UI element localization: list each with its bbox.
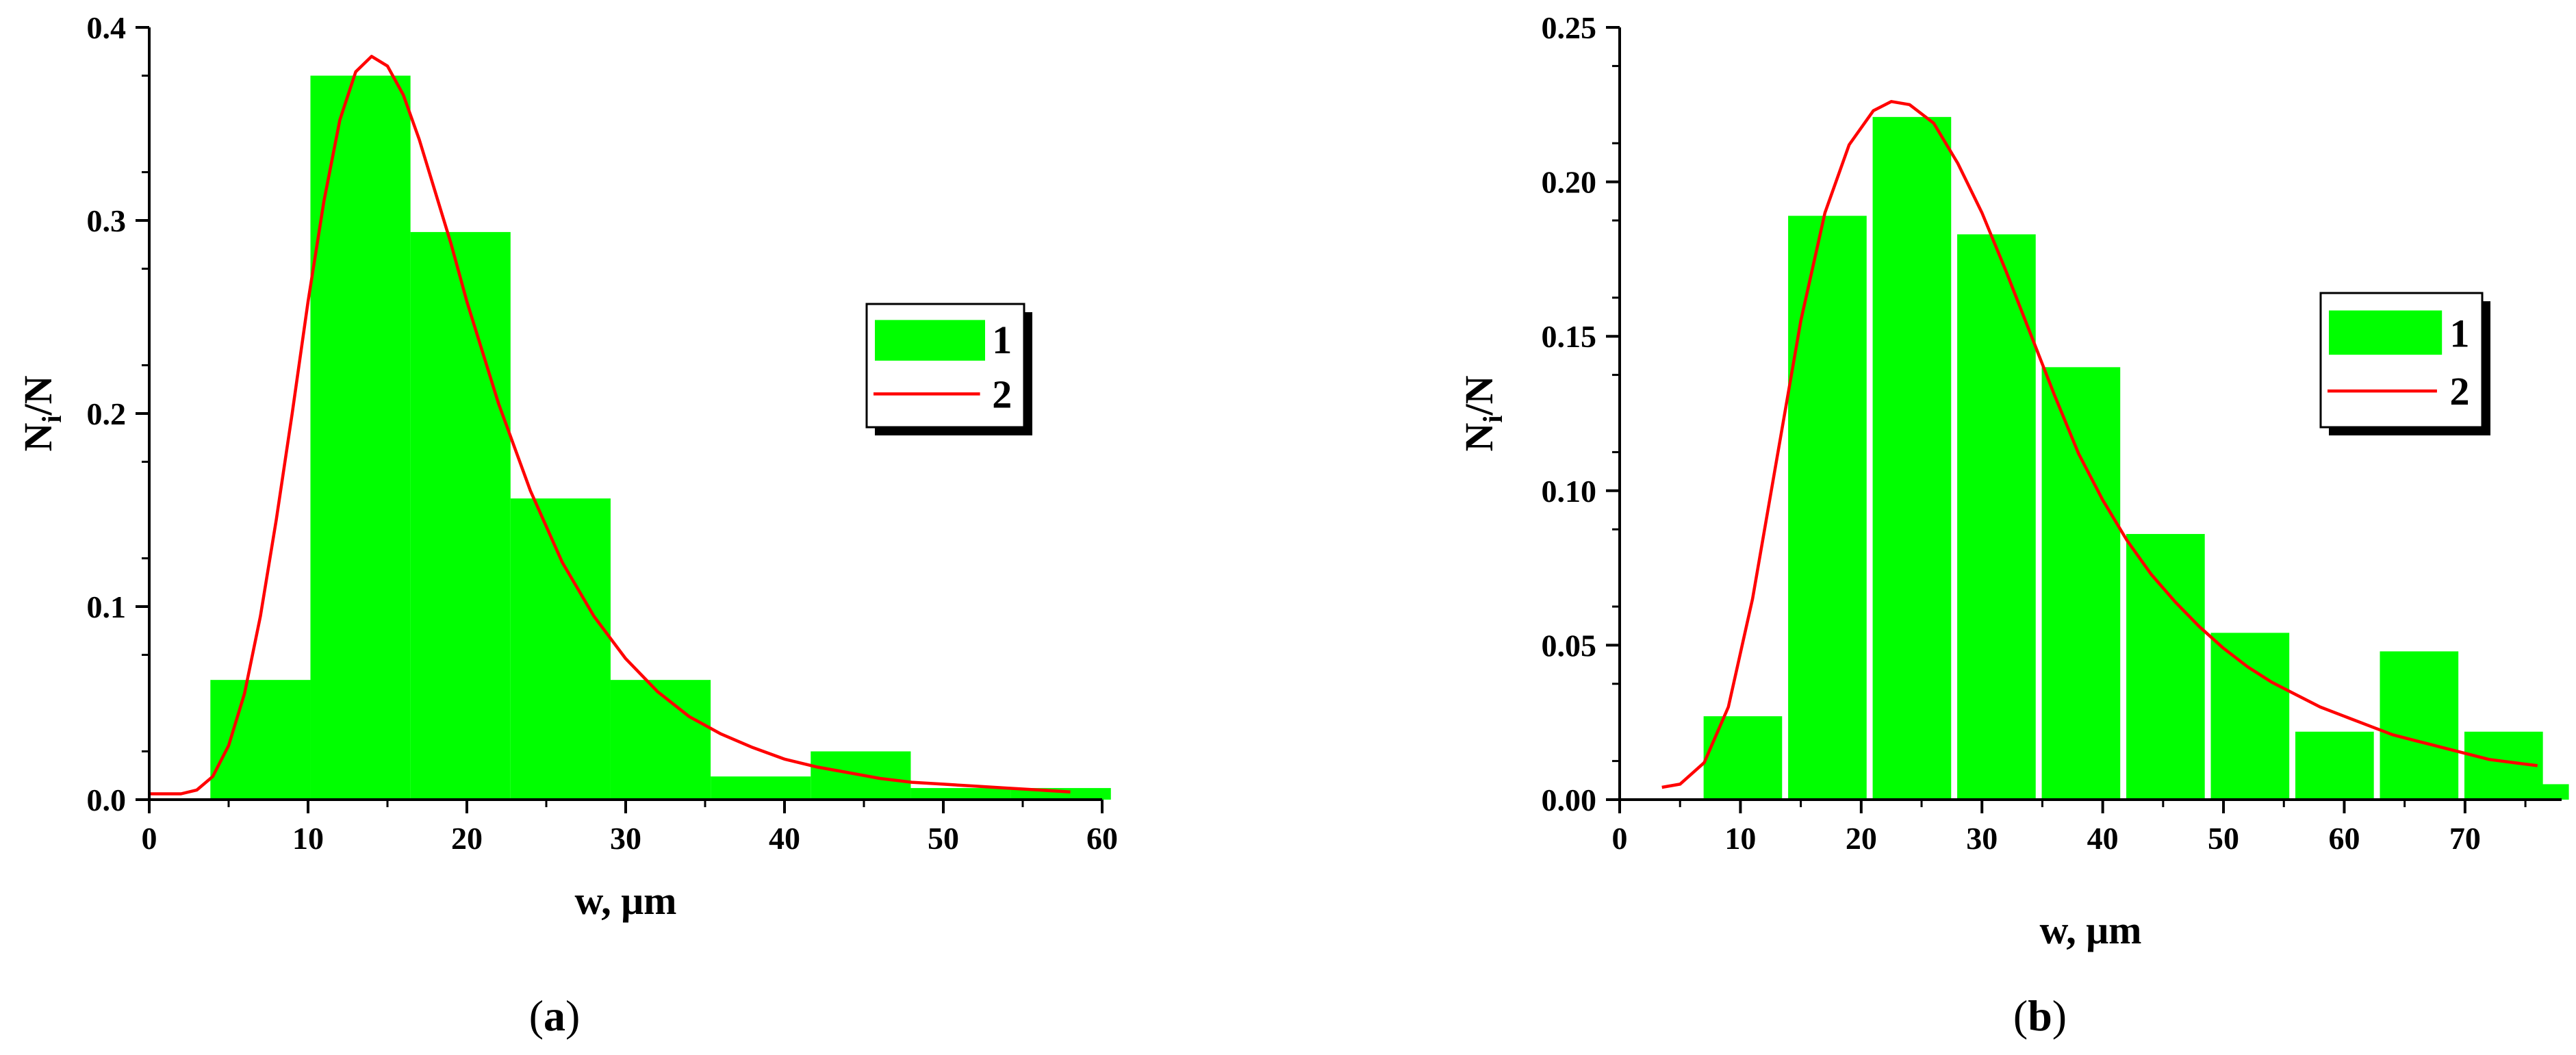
- histogram-bar: [1957, 234, 2036, 800]
- fit-curve-line: [1661, 100, 2538, 789]
- histogram-bar: [2295, 731, 2374, 800]
- y-tick-label: 0.15: [1542, 319, 1597, 354]
- y-axis-title-subscript: i: [1477, 415, 1508, 422]
- histogram-bar: [410, 231, 511, 800]
- panel-a-chart: 0 10 20 30 40 50 60 0.0 0.1 0.2 0.3 0.4 w, μm Ni/N 1 2 (…: [16, 10, 1118, 1040]
- y-tick-label: 0.05: [1542, 628, 1597, 663]
- x-tick-label: 20: [1846, 821, 1877, 856]
- legend-swatch-bar: [875, 320, 985, 361]
- legend-swatch-bar: [2329, 310, 2443, 355]
- x-axis-title: w, μm: [2040, 908, 2142, 952]
- panel-label-open: (: [529, 991, 544, 1040]
- x-tick-label: 50: [928, 821, 959, 856]
- y-axis-title-main: N: [16, 423, 60, 452]
- histogram-bar: [1703, 716, 1783, 800]
- x-tick-label: 60: [2328, 821, 2360, 856]
- x-axis-title: w, μm: [575, 878, 677, 923]
- histogram-bar: [1872, 116, 1952, 800]
- histogram-bar: [2210, 633, 2290, 800]
- histogram-bar: [510, 498, 611, 800]
- panel-b-chart: 0 10 20 30 40 50 60 70 0.00 0.05 0.10 0.15 0.20 0.25 w…: [1457, 10, 2569, 1040]
- panel-label-letter: a: [544, 991, 565, 1040]
- fit-curve-line: [149, 55, 1071, 796]
- histogram-bar: [2380, 651, 2459, 800]
- y-tick-label: 0.1: [87, 589, 127, 624]
- panel-label: (a): [529, 991, 581, 1040]
- histogram-bar: [1788, 216, 1867, 800]
- histogram-bar: [610, 680, 711, 800]
- histogram-bar: [711, 776, 811, 800]
- y-tick-label: 0.00: [1542, 783, 1597, 817]
- panel-label: (b): [2013, 991, 2067, 1040]
- x-tick-label: 30: [1966, 821, 1998, 856]
- legend-label-series-2: 2: [2449, 369, 2469, 414]
- histogram-bar: [910, 788, 1011, 800]
- legend-label-series-2: 2: [992, 372, 1012, 416]
- histogram-bar: [2540, 784, 2569, 800]
- panel-label-open: (: [2013, 991, 2028, 1040]
- y-axis-title-rest: /N: [1457, 375, 1501, 416]
- y-tick-label: 0.20: [1542, 165, 1597, 200]
- y-axis-title-rest: /N: [16, 375, 60, 416]
- x-tick-label: 0: [142, 821, 157, 856]
- y-tick-label: 0.10: [1542, 474, 1597, 509]
- x-tick-label: 10: [292, 821, 324, 856]
- x-tick-label: 70: [2449, 821, 2481, 856]
- x-tick-label: 60: [1086, 821, 1118, 856]
- legend-label-series-1: 1: [2449, 311, 2469, 355]
- panel-label-close: ): [2052, 991, 2067, 1040]
- y-axis-title: Ni/N: [1457, 375, 1508, 451]
- histogram-bar: [210, 680, 311, 800]
- x-tick-label: 50: [2208, 821, 2239, 856]
- x-tick-label: 30: [610, 821, 641, 856]
- y-axis-title-main: N: [1457, 423, 1501, 452]
- x-tick-label: 20: [451, 821, 483, 856]
- x-tick-label: 40: [769, 821, 800, 856]
- panel-label-letter: b: [2028, 991, 2052, 1040]
- y-axis-title: Ni/N: [16, 375, 67, 451]
- y-tick-label: 0.3: [87, 203, 127, 238]
- histogram-bar: [310, 75, 411, 800]
- y-tick-label: 0.4: [87, 10, 127, 45]
- histogram-bar: [2041, 367, 2121, 800]
- y-axis-title-subscript: i: [36, 415, 67, 422]
- y-tick-label: 0.2: [87, 396, 127, 431]
- panel-label-close: ): [565, 991, 580, 1040]
- legend-label-series-1: 1: [992, 318, 1012, 362]
- y-tick-label: 0.25: [1542, 10, 1597, 45]
- x-tick-label: 0: [1612, 821, 1628, 856]
- histogram-bar: [2126, 533, 2205, 800]
- x-tick-label: 40: [2087, 821, 2119, 856]
- y-tick-label: 0.0: [87, 783, 127, 817]
- x-tick-label: 10: [1724, 821, 1756, 856]
